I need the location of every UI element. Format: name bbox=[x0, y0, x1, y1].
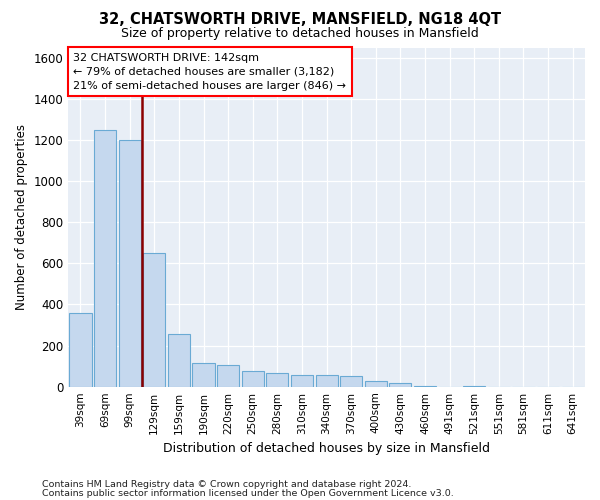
Bar bbox=[143, 253, 166, 386]
Bar bbox=[193, 364, 215, 386]
Bar bbox=[340, 376, 362, 386]
X-axis label: Distribution of detached houses by size in Mansfield: Distribution of detached houses by size … bbox=[163, 442, 490, 455]
Bar bbox=[316, 376, 338, 386]
Bar bbox=[266, 374, 289, 386]
Bar bbox=[168, 334, 190, 386]
Text: 32 CHATSWORTH DRIVE: 142sqm
← 79% of detached houses are smaller (3,182)
21% of : 32 CHATSWORTH DRIVE: 142sqm ← 79% of det… bbox=[73, 52, 346, 90]
Bar bbox=[242, 372, 264, 386]
Bar bbox=[119, 140, 141, 386]
Y-axis label: Number of detached properties: Number of detached properties bbox=[15, 124, 28, 310]
Text: Size of property relative to detached houses in Mansfield: Size of property relative to detached ho… bbox=[121, 28, 479, 40]
Bar bbox=[291, 375, 313, 386]
Text: Contains public sector information licensed under the Open Government Licence v3: Contains public sector information licen… bbox=[42, 489, 454, 498]
Bar bbox=[389, 382, 412, 386]
Bar bbox=[70, 312, 92, 386]
Bar bbox=[217, 365, 239, 386]
Text: 32, CHATSWORTH DRIVE, MANSFIELD, NG18 4QT: 32, CHATSWORTH DRIVE, MANSFIELD, NG18 4Q… bbox=[99, 12, 501, 28]
Text: Contains HM Land Registry data © Crown copyright and database right 2024.: Contains HM Land Registry data © Crown c… bbox=[42, 480, 412, 489]
Bar bbox=[94, 130, 116, 386]
Bar bbox=[365, 381, 387, 386]
